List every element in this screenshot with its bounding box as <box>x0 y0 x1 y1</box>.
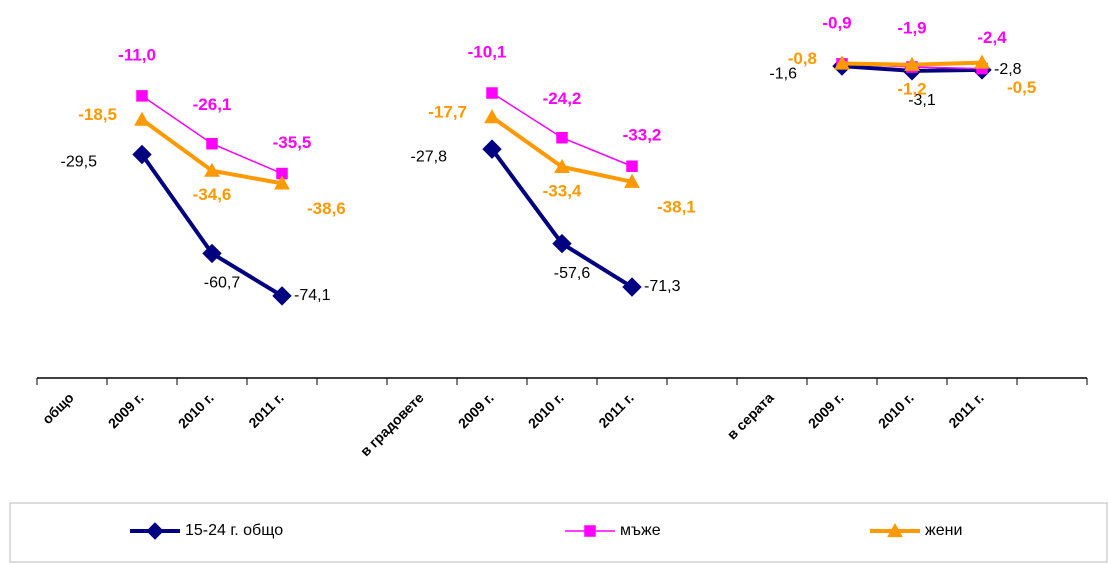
marker <box>132 144 152 165</box>
data-label: -2,8 <box>994 61 1022 78</box>
data-label: -57,6 <box>554 265 591 282</box>
data-label: -29,5 <box>61 154 98 171</box>
x-tick-label: 2009 г. <box>105 389 147 431</box>
x-tick-label: 2011 г. <box>595 389 636 430</box>
marker <box>134 111 150 126</box>
data-label: -10,1 <box>468 43 507 62</box>
legend-box <box>9 502 1108 563</box>
data-label: -33,2 <box>623 126 662 145</box>
data-label: -1,2 <box>897 79 926 98</box>
data-label: -2,4 <box>977 28 1007 47</box>
data-label: -35,5 <box>273 133 312 152</box>
marker <box>834 55 850 70</box>
x-tick-label: в градовете <box>357 389 427 459</box>
marker <box>904 56 920 71</box>
x-tick-label: 2009 г. <box>455 389 497 431</box>
marker <box>206 137 218 150</box>
data-label: -27,8 <box>411 148 448 165</box>
data-label: -34,6 <box>193 185 232 204</box>
data-label: -1,9 <box>897 19 926 38</box>
data-label: -1,6 <box>769 65 797 82</box>
marker <box>482 139 502 159</box>
data-label: -74,1 <box>294 287 331 304</box>
data-label: -18,5 <box>78 105 117 124</box>
x-tick-label: 2010 г. <box>175 389 217 431</box>
legend-marker <box>146 522 164 540</box>
x-tick-label: 2011 г. <box>245 389 286 430</box>
data-label: -38,6 <box>307 199 346 218</box>
data-label: -71,3 <box>644 278 681 295</box>
legend-label: жени <box>925 522 962 539</box>
legend-marker <box>584 525 596 537</box>
legend-label: мъже <box>620 522 661 539</box>
data-label: -38,1 <box>657 197 696 216</box>
data-label: -11,0 <box>118 45 156 64</box>
marker <box>552 233 572 254</box>
x-tick-label: 2010 г. <box>525 389 567 431</box>
data-label: -17,7 <box>428 103 467 122</box>
data-label: -3,1 <box>908 92 936 109</box>
data-label: -24,2 <box>543 89 582 108</box>
data-label: -0,9 <box>822 13 851 32</box>
marker <box>554 158 570 173</box>
marker <box>624 173 640 188</box>
marker <box>136 90 148 102</box>
marker <box>622 277 642 297</box>
data-label: -33,4 <box>543 181 582 200</box>
marker <box>626 160 638 172</box>
data-label: -0,5 <box>1007 78 1036 97</box>
x-tick-label: 2009 г. <box>805 389 847 431</box>
marker <box>274 175 290 190</box>
marker <box>272 286 292 306</box>
legend-label: 15-24 г. общо <box>185 522 283 539</box>
marker <box>204 162 220 177</box>
legend-marker <box>887 522 903 538</box>
x-tick-label: общо <box>39 389 77 427</box>
marker <box>974 54 990 69</box>
x-tick-label: в серата <box>724 389 777 442</box>
marker <box>486 87 498 99</box>
x-tick-label: 2011 г. <box>945 389 986 430</box>
data-label: -0,8 <box>788 49 817 68</box>
marker <box>556 131 568 144</box>
data-label: -60,7 <box>204 275 241 292</box>
marker <box>202 243 222 264</box>
marker <box>484 109 500 124</box>
x-tick-label: 2010 г. <box>875 389 917 431</box>
data-label: -26,1 <box>193 95 232 114</box>
